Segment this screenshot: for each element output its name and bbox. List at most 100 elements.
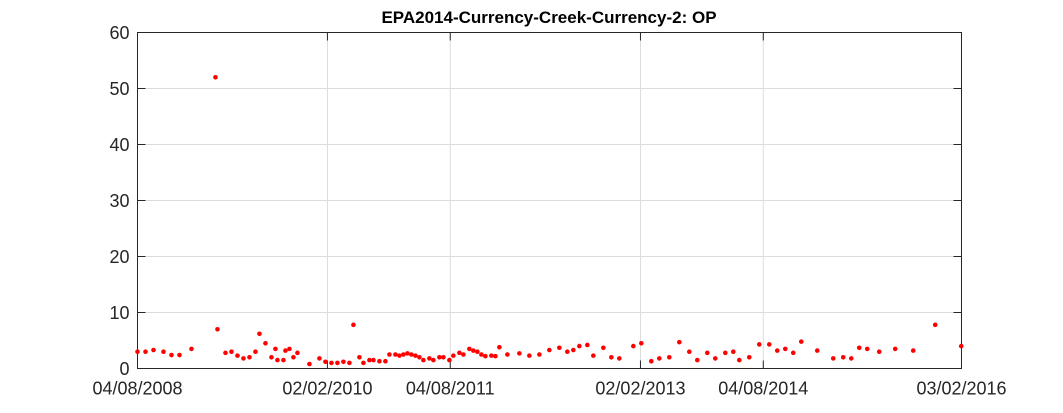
data-point [577, 343, 582, 349]
x-tick-label: 02/02/2010 [282, 379, 372, 399]
data-point [427, 356, 432, 361]
data-point [409, 352, 414, 357]
data-point [695, 357, 700, 363]
data-point [447, 357, 452, 363]
data-point [493, 353, 498, 359]
y-tick-label: 20 [109, 247, 129, 267]
data-point [864, 346, 870, 352]
data-point [213, 75, 218, 80]
data-point [235, 353, 240, 358]
data-point [730, 349, 736, 355]
data-point [798, 339, 804, 344]
data-point [876, 349, 882, 355]
data-point [371, 357, 376, 363]
data-point [489, 353, 494, 358]
data-point [307, 361, 312, 367]
data-point [591, 353, 596, 358]
data-point [657, 356, 662, 361]
data-point [341, 359, 346, 365]
data-point [275, 357, 280, 363]
data-point [736, 357, 742, 363]
data-point [397, 353, 402, 358]
data-point [639, 341, 644, 346]
y-tick-label: 10 [109, 303, 129, 323]
data-point [649, 358, 654, 364]
data-point [910, 348, 916, 353]
data-point [413, 353, 418, 358]
data-point [722, 350, 728, 356]
data-point [932, 322, 938, 328]
data-point [437, 355, 442, 360]
y-tick-label: 30 [109, 191, 129, 211]
data-point [848, 356, 854, 361]
data-point [475, 349, 480, 355]
data-point [215, 327, 220, 332]
data-point [830, 356, 836, 361]
data-point [269, 355, 274, 360]
data-point [631, 343, 636, 349]
data-point [177, 352, 182, 358]
data-point [143, 349, 148, 355]
data-point [241, 356, 246, 361]
data-point [161, 349, 166, 355]
data-point [273, 346, 278, 352]
data-point [223, 350, 228, 356]
data-point [417, 355, 422, 360]
data-point [405, 351, 410, 356]
data-point [814, 348, 820, 353]
data-point [387, 352, 392, 357]
data-point [151, 347, 156, 353]
data-point [774, 348, 780, 353]
data-point [295, 350, 300, 356]
data-point [601, 345, 606, 351]
data-point [393, 352, 398, 357]
y-tick-label: 0 [119, 359, 129, 379]
y-tick-labels: 0 10 20 30 40 50 60 [109, 23, 129, 379]
data-point [287, 346, 292, 352]
x-tick-label: 04/08/2011 [406, 379, 495, 399]
data-point [291, 355, 296, 360]
data-point [958, 343, 964, 349]
x-tick-label: 04/08/2008 [92, 379, 182, 399]
x-tick-labels: 04/08/2008 02/02/2010 04/08/2011 02/02/2013… [92, 379, 1006, 399]
data-point [483, 353, 488, 359]
data-point [712, 356, 718, 361]
data-point [357, 355, 362, 360]
data-point [169, 352, 174, 358]
data-point [377, 358, 382, 364]
data-point [263, 341, 268, 346]
data-point [782, 346, 788, 352]
data-point [527, 353, 532, 358]
data-point [585, 342, 590, 348]
data-point [189, 346, 194, 352]
grid [137, 32, 962, 369]
data-point [253, 349, 258, 355]
data-point [840, 355, 846, 360]
data-point [335, 360, 340, 366]
data-point [361, 360, 366, 366]
data-point [229, 349, 234, 355]
data-point [705, 350, 710, 356]
data-point [401, 352, 406, 357]
data-point [517, 351, 522, 356]
x-tick-label: 02/02/2013 [595, 379, 685, 399]
data-point [281, 357, 286, 363]
y-tick-label: 50 [109, 79, 129, 99]
data-point [746, 355, 752, 360]
y-tick-label: 40 [109, 135, 129, 155]
chart-title: EPA2014-Currency-Creek-Currency-2: OP [381, 8, 716, 27]
data-point [461, 352, 466, 357]
data-point [351, 322, 356, 328]
data-point [451, 353, 456, 358]
data-point [565, 349, 570, 355]
data-point [856, 345, 862, 351]
data-point [547, 347, 552, 353]
data-point [367, 357, 372, 363]
data-point [467, 346, 472, 352]
data-point [505, 352, 510, 357]
y-tick-label: 60 [109, 23, 129, 43]
data-point [617, 356, 622, 361]
data-point [557, 345, 562, 351]
